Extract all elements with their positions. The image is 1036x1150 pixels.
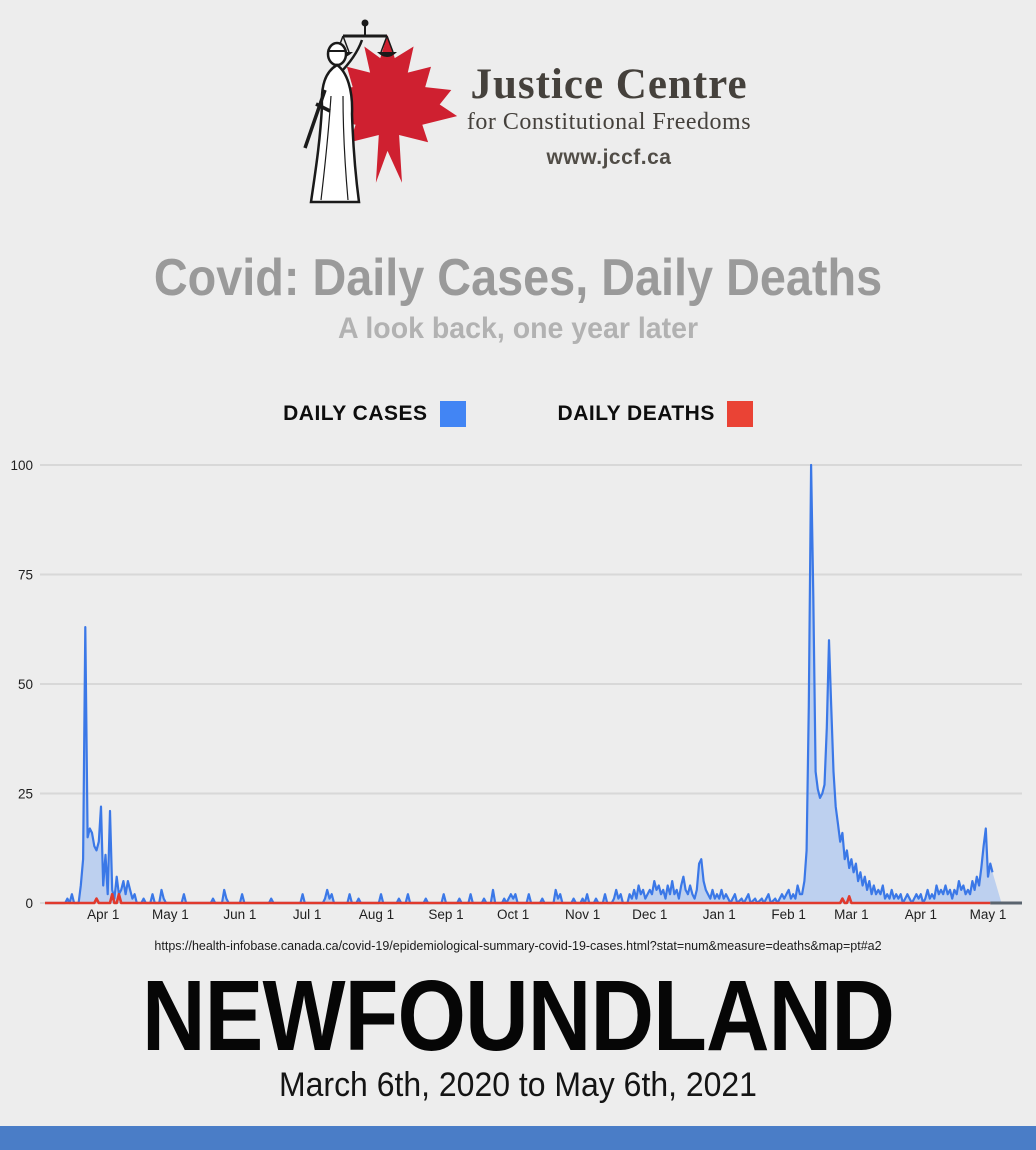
svg-text:May 1: May 1 (152, 907, 189, 922)
maple-leaf-icon (320, 34, 457, 183)
jccf-logo-art (303, 19, 457, 204)
legend-item-deaths: DAILY DEATHS (558, 401, 753, 427)
svg-text:25: 25 (18, 787, 33, 802)
svg-text:Sep 1: Sep 1 (428, 907, 463, 922)
svg-text:Apr 1: Apr 1 (87, 907, 119, 922)
svg-text:Oct 1: Oct 1 (497, 907, 529, 922)
svg-text:75: 75 (18, 568, 33, 583)
jccf-logo: Justice Centre for Constitutional Freedo… (0, 12, 1036, 208)
svg-text:Aug 1: Aug 1 (359, 907, 394, 922)
page-subtitle: A look back, one year later (337, 312, 699, 345)
jccf-logo-text: Justice Centre for Constitutional Freedo… (467, 62, 751, 170)
legend-cases-label: DAILY CASES (283, 402, 428, 425)
svg-text:Feb 1: Feb 1 (771, 907, 806, 922)
svg-text:50: 50 (18, 677, 33, 692)
source-url: https://health-infobase.canada.ca/covid-… (154, 939, 882, 953)
svg-text:Jun 1: Jun 1 (223, 907, 256, 922)
svg-text:100: 100 (10, 458, 33, 473)
date-range: March 6th, 2020 to May 6th, 2021 (279, 1066, 757, 1104)
cases-swatch (439, 401, 466, 427)
legend-item-cases: DAILY CASES (283, 401, 466, 427)
svg-text:Nov 1: Nov 1 (565, 907, 600, 922)
svg-text:Apr 1: Apr 1 (905, 907, 937, 922)
org-name: Justice Centre (470, 61, 748, 108)
org-website: www.jccf.ca (546, 146, 672, 170)
svg-text:Dec 1: Dec 1 (632, 907, 667, 922)
lady-justice-icon (303, 19, 397, 204)
region-title: NEWFOUNDLAND (141, 960, 895, 1072)
deaths-swatch (726, 401, 753, 427)
footer-bar (0, 1126, 1036, 1150)
svg-text:Mar 1: Mar 1 (834, 907, 869, 922)
page-title: Covid: Daily Cases, Daily Deaths (153, 249, 883, 307)
svg-text:May 1: May 1 (970, 907, 1007, 922)
chart-legend: DAILY CASES DAILY DEATHS (0, 401, 1036, 427)
svg-text:Jan 1: Jan 1 (703, 907, 736, 922)
svg-text:0: 0 (25, 896, 33, 911)
svg-text:Jul 1: Jul 1 (293, 907, 322, 922)
legend-deaths-label: DAILY DEATHS (557, 402, 715, 425)
org-tagline: for Constitutional Freedoms (466, 109, 752, 136)
covid-area-chart: 0 25 50 75 100 Apr 1 May 1 Jun 1 Jul 1 Aug 1 Sep 1… (10, 458, 1022, 922)
